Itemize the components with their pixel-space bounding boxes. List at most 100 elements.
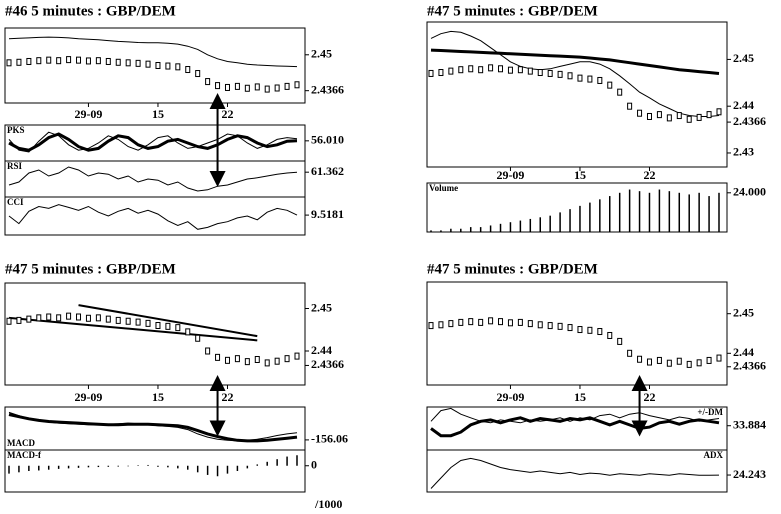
y-tick-label: 2.43 <box>733 145 754 159</box>
indicator-panel <box>426 182 728 233</box>
candle <box>666 114 672 122</box>
indicator-line <box>8 131 298 153</box>
candle <box>254 83 260 91</box>
price-panel <box>426 281 728 386</box>
indicator-line <box>430 407 720 424</box>
panel-label: ADX <box>704 450 724 460</box>
indicator-panel <box>4 160 306 198</box>
candle <box>627 349 633 357</box>
indicator-panel <box>4 406 306 451</box>
candle <box>527 67 533 75</box>
candle <box>488 64 494 72</box>
x-tick-label: 15 <box>152 107 164 121</box>
y-tick-label: -156.06 <box>311 432 348 446</box>
candle <box>155 322 161 329</box>
y-tick-label: 0 <box>311 458 317 472</box>
chart-title: #47 5 minutes : GBP/DEM <box>427 3 598 19</box>
candle <box>488 317 494 325</box>
candle <box>706 356 712 364</box>
candle <box>656 356 662 364</box>
indicator-panel <box>426 406 728 451</box>
candle <box>76 56 82 64</box>
candle <box>165 62 171 70</box>
price-overlay <box>8 36 298 68</box>
candle <box>537 321 543 329</box>
indicator-panel <box>4 196 306 236</box>
panel-label: CCI <box>7 197 24 207</box>
candle <box>706 111 712 119</box>
candle <box>46 313 52 321</box>
candle <box>195 334 201 342</box>
x-tick-label: 29-09 <box>74 390 102 404</box>
candle <box>646 358 652 366</box>
candle <box>498 318 504 326</box>
candle <box>557 322 563 330</box>
candle <box>85 57 91 65</box>
x-tick-label: 29-09 <box>496 168 524 182</box>
candle <box>264 85 270 93</box>
candle <box>56 314 62 322</box>
y-tick-label: 2.4366 <box>733 114 766 128</box>
candle <box>468 318 474 326</box>
y-tick-label: 2.4366 <box>311 357 344 371</box>
candle <box>105 315 111 323</box>
candle <box>716 354 722 362</box>
candle <box>587 75 593 83</box>
candle <box>686 115 692 123</box>
candle <box>567 324 573 332</box>
candle <box>537 69 543 77</box>
y-tick-label: 9.5181 <box>311 207 344 221</box>
candle <box>264 359 270 367</box>
y-tick-label: 2.44 <box>733 345 754 359</box>
candle <box>656 111 662 119</box>
candle <box>85 314 91 322</box>
candle <box>294 352 300 360</box>
candle <box>274 357 280 365</box>
candle <box>175 63 181 71</box>
panel-label: RSI <box>7 161 23 171</box>
candle <box>478 66 484 74</box>
x-tick-label: 22 <box>643 168 655 182</box>
price-panel <box>4 282 306 386</box>
candle <box>284 82 290 90</box>
candle <box>597 76 603 84</box>
candle <box>105 57 111 65</box>
candle <box>66 312 72 320</box>
panel-label: +/-DM <box>697 407 723 417</box>
y-tick-label: 2.4366 <box>733 359 766 373</box>
panel-label: MACD <box>7 438 35 448</box>
candle <box>215 353 221 361</box>
y-tick-label: 24.243 <box>733 467 766 481</box>
y-tick-label: 2.45 <box>733 51 754 65</box>
candle <box>438 69 444 77</box>
trend-line <box>78 304 258 338</box>
candle <box>135 59 141 67</box>
indicator-panel <box>426 449 728 493</box>
candle <box>115 316 121 324</box>
candle <box>507 319 513 327</box>
x-tick-label: 29-09 <box>496 390 524 404</box>
candle <box>676 112 682 120</box>
price-overlay <box>430 48 720 75</box>
y-tick-label: 33.884 <box>733 417 766 431</box>
candle <box>577 326 583 334</box>
candle <box>696 113 702 121</box>
candle <box>205 347 211 355</box>
candle <box>224 83 230 91</box>
candle <box>597 328 603 336</box>
y-tick-label: 2.44 <box>311 343 332 357</box>
candle <box>607 81 613 89</box>
indicator-line <box>430 457 720 489</box>
candle <box>517 66 523 74</box>
candle <box>607 331 613 339</box>
candle <box>458 66 464 74</box>
candle <box>527 320 533 328</box>
candle <box>76 313 82 321</box>
indicator-line <box>8 411 298 442</box>
panel-label: MACD-f <box>7 450 42 460</box>
candle <box>428 69 434 77</box>
candle <box>547 322 553 330</box>
candle <box>16 316 22 324</box>
indicator-line <box>8 204 298 230</box>
